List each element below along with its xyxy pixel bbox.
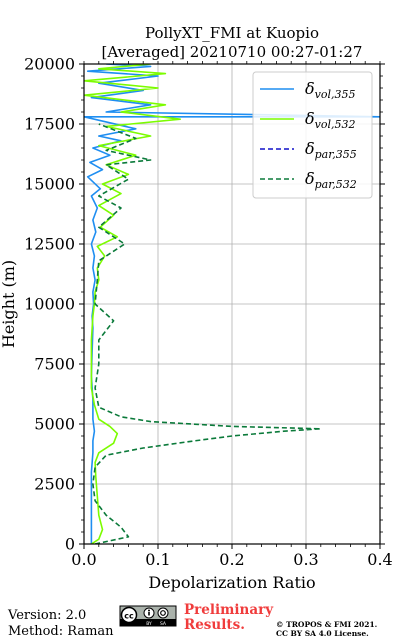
preliminary-line2: Results. [184, 617, 245, 633]
x-tick-label: 0.1 [145, 550, 170, 569]
x-axis-label: Depolarization Ratio [148, 573, 315, 592]
svg-text:SA: SA [160, 621, 167, 627]
x-tick-label: 0.4 [367, 550, 392, 569]
copyright-line1: © TROPOS & FMI 2021. [276, 620, 377, 629]
y-tick-label: 5000 [34, 415, 75, 434]
legend-box [252, 71, 373, 199]
x-tick-label: 0.0 [71, 550, 96, 569]
legend-label: δvol,532 [305, 109, 356, 131]
ticks: 0.0 0.1 0.2 0.3 0.4 0 2500 5000 7500 10000 12500 15… [24, 55, 393, 570]
cc-by-sa-icon: cc BY SA [119, 605, 177, 627]
y-tick-label: 12500 [24, 235, 75, 254]
chart-title-line2: [Averaged] 20210710 00:27-01:27 [102, 43, 363, 61]
y-tick-label: 10000 [24, 295, 75, 314]
y-tick-label: 20000 [24, 55, 75, 74]
copyright-line2: CC BY SA 4.0 License. [276, 629, 369, 638]
legend-label: δvol,355 [305, 79, 356, 101]
legend-label: δpar,355 [305, 139, 357, 161]
legend-label: δpar,532 [305, 169, 357, 191]
preliminary-line1: Preliminary [184, 602, 274, 618]
y-tick-label: 2500 [34, 475, 75, 494]
x-tick-label: 0.3 [293, 550, 318, 569]
chart-title-line1: PollyXT_FMI at Kuopio [145, 24, 319, 42]
series-line-par-532 [92, 123, 322, 544]
legend: δvol,355 δvol,532 δpar,355 δpar,532 [252, 71, 373, 199]
y-tick-label: 17500 [24, 115, 75, 134]
grid [83, 63, 381, 545]
svg-text:BY: BY [146, 621, 152, 627]
version-text: Version: 2.0 [7, 608, 86, 623]
series-line-vol-355 [84, 64, 380, 544]
method-text: Method: Raman [8, 624, 114, 639]
svg-text:cc: cc [124, 612, 134, 621]
y-tick-label: 7500 [34, 355, 75, 374]
series-line-vol-532 [84, 64, 181, 544]
series-layer [84, 64, 380, 544]
y-axis-label: Height (m) [0, 260, 18, 348]
y-tick-label: 0 [65, 535, 75, 554]
y-tick-label: 15000 [24, 175, 75, 194]
x-tick-label: 0.2 [219, 550, 244, 569]
